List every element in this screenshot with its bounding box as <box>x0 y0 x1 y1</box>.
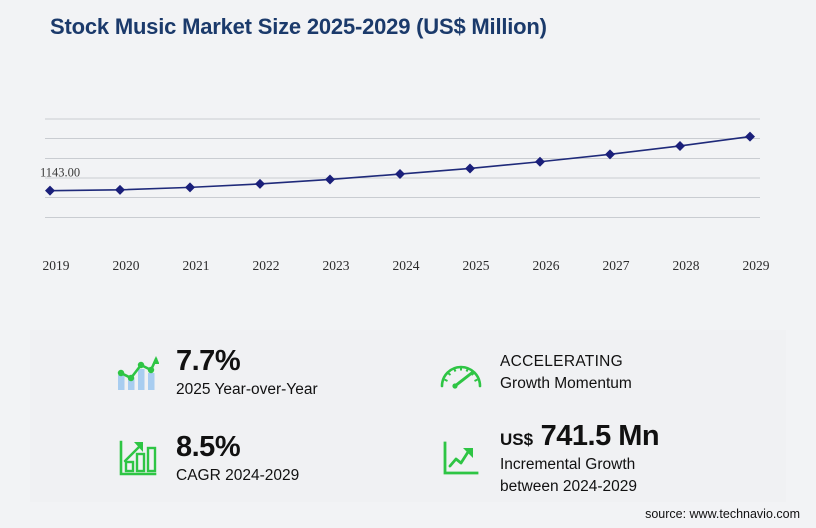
cagr-bar-arrow-icon <box>114 436 160 482</box>
x-axis-tick-2026: 2026 <box>533 258 560 273</box>
series-markers <box>45 131 755 196</box>
data-point-marker <box>675 140 685 151</box>
data-point-marker <box>465 163 475 174</box>
page-title: Stock Music Market Size 2025-2029 (US$ M… <box>50 14 547 39</box>
stat-caption-yoy: 2025 Year-over-Year <box>176 380 318 398</box>
stat-value-yoy: 7.7% <box>176 345 241 378</box>
x-axis-tick-2028: 2028 <box>673 258 700 273</box>
stat-card-cagr: 8.5% CAGR 2024-2029 <box>30 416 408 502</box>
stats-panel: 7.7% 2025 Year-over-Year <box>30 330 786 502</box>
chart-series <box>45 131 755 196</box>
x-axis-tick-labels: 2019 2020 2021 2022 2023 2024 2025 2026 2027 2028… <box>43 258 770 273</box>
x-axis-tick-2029: 2029 <box>743 258 770 273</box>
speedometer-icon <box>438 350 484 396</box>
data-point-marker <box>325 174 335 185</box>
x-axis-tick-2025: 2025 <box>463 258 490 273</box>
stat-caption-incremental-line2: between 2024-2029 <box>500 477 638 495</box>
data-point-marker <box>395 169 405 180</box>
x-axis-tick-2021: 2021 <box>183 258 210 273</box>
x-axis-tick-2019: 2019 <box>43 258 70 273</box>
data-point-marker <box>185 182 195 193</box>
data-point-marker <box>535 156 545 167</box>
stat-caption-cagr: CAGR 2024-2029 <box>176 466 300 484</box>
data-point-marker <box>745 131 755 142</box>
data-point-marker <box>255 178 265 189</box>
source-note: source: www.technavio.com <box>645 507 800 521</box>
x-axis-tick-2024: 2024 <box>393 258 420 273</box>
chart-point-labels: 1143.00 <box>40 166 80 180</box>
stat-unit-prefix: US$ <box>500 430 534 450</box>
x-axis-tick-2020: 2020 <box>113 258 140 273</box>
stat-caption-momentum-line2: Growth Momentum <box>500 375 632 392</box>
stat-amount: 741.5 Mn <box>540 420 660 453</box>
growth-arrow-icon <box>438 436 484 482</box>
stat-card-incremental-growth: US$ 741.5 Mn Incremental Growth between … <box>408 416 786 502</box>
chart-gridlines <box>45 118 760 218</box>
series-line-stock-music <box>49 135 751 192</box>
bar-chart-trend-icon <box>114 350 160 396</box>
line-chart: 1143.00 2019 2020 2021 2022 2023 2024 2025 2026… <box>0 90 816 290</box>
stat-caption-incremental-line1: Incremental Growth <box>500 455 636 473</box>
x-axis-tick-2027: 2027 <box>603 258 630 273</box>
x-axis-tick-2022: 2022 <box>253 258 280 273</box>
stat-card-yoy: 7.7% 2025 Year-over-Year <box>30 330 408 416</box>
data-point-marker <box>605 149 615 160</box>
stat-value-incremental-growth: US$ 741.5 Mn <box>500 420 660 453</box>
data-point-marker <box>45 185 55 196</box>
stat-card-momentum: ACCELERATING Growth Momentum <box>408 330 786 416</box>
data-point-marker <box>115 184 125 195</box>
x-axis-tick-2023: 2023 <box>323 258 350 273</box>
chart-canvas: 1143.00 2019 2020 2021 2022 2023 2024 2025 2026… <box>40 118 770 273</box>
data-point-label: 1143.00 <box>40 166 80 180</box>
stat-value-cagr: 8.5% <box>176 431 241 464</box>
stat-caption-momentum-line1: ACCELERATING <box>500 352 624 370</box>
